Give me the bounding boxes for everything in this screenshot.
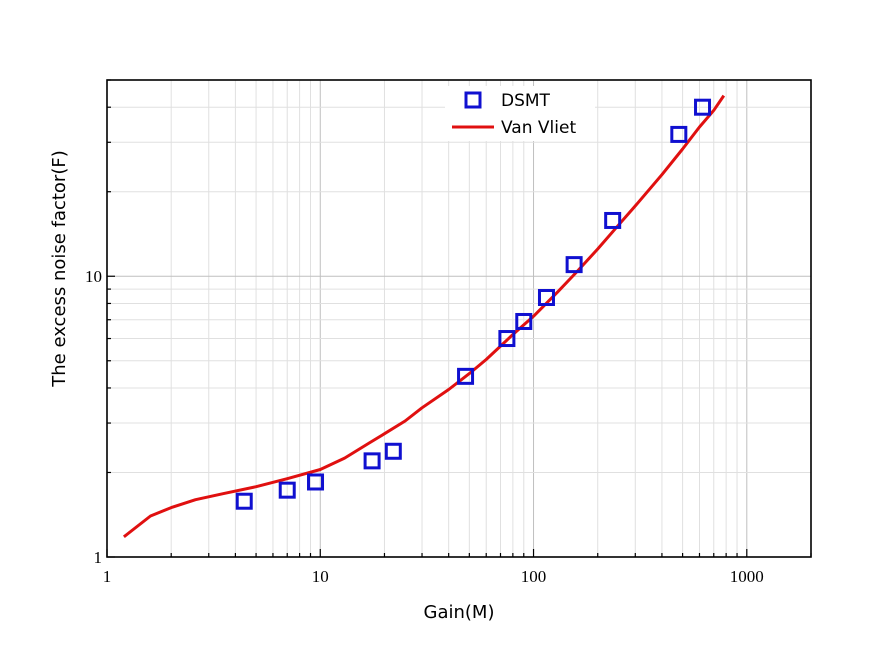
data-point-dsmt xyxy=(565,256,583,274)
grid-lines xyxy=(106,79,812,558)
y-tick-label: 1 xyxy=(94,548,103,567)
y-tick-label: 10 xyxy=(85,267,102,286)
data-point-dsmt xyxy=(498,330,516,348)
data-point-dsmt xyxy=(307,473,325,491)
data-point-dsmt xyxy=(670,125,688,143)
data-point-dsmt xyxy=(537,289,555,307)
series-layer xyxy=(122,94,726,538)
x-tick-label: 10 xyxy=(312,567,329,586)
legend-label-van-vliet: Van Vliet xyxy=(501,118,576,138)
tick-marks xyxy=(106,79,812,558)
x-axis-title: Gain(M) xyxy=(424,602,495,623)
plot-frame xyxy=(106,79,812,558)
y-axis-title: The excess noise factor(F) xyxy=(49,150,70,387)
data-point-dsmt xyxy=(363,452,381,470)
legend: DSMT Van Vliet xyxy=(445,86,595,141)
series-line-van-vliet xyxy=(122,94,726,538)
data-point-dsmt xyxy=(515,312,533,330)
tick-labels: 1 10 100 1000 1 10 xyxy=(85,267,764,586)
x-tick-label: 100 xyxy=(521,567,547,586)
x-tick-label: 1 xyxy=(103,567,112,586)
legend-label-dsmt: DSMT xyxy=(501,91,551,111)
legend-background xyxy=(445,86,595,141)
data-point-dsmt xyxy=(278,481,296,499)
data-point-dsmt xyxy=(457,367,475,385)
x-tick-label: 1000 xyxy=(730,567,764,586)
data-point-dsmt xyxy=(694,98,712,116)
data-point-dsmt xyxy=(235,492,253,510)
data-point-dsmt xyxy=(384,442,402,460)
legend-marker-dsmt xyxy=(464,91,482,109)
data-point-dsmt xyxy=(604,211,622,229)
